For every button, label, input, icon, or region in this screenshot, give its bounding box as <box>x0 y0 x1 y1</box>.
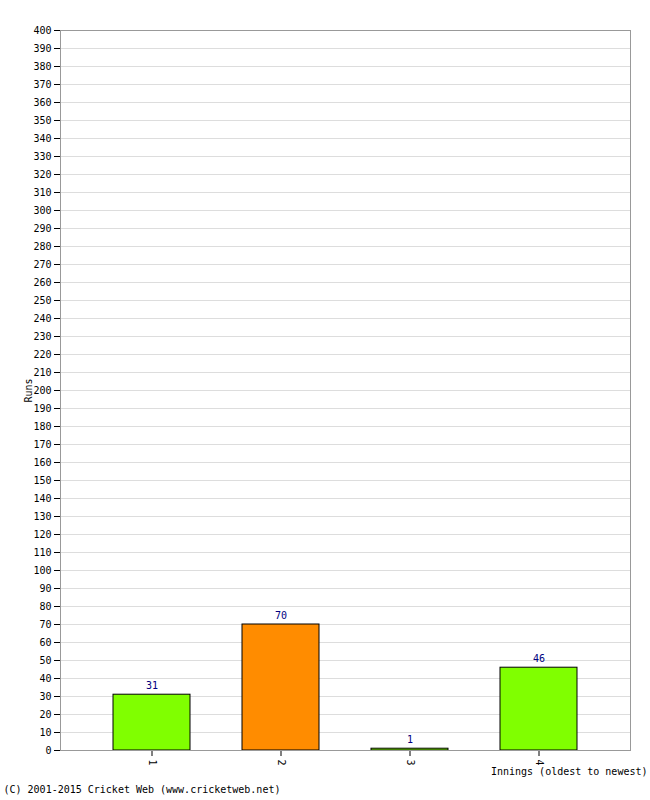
svg-text:31: 31 <box>146 680 158 691</box>
svg-text:20: 20 <box>39 709 51 720</box>
svg-text:1: 1 <box>407 734 413 745</box>
svg-text:3: 3 <box>405 760 416 766</box>
svg-text:390: 390 <box>33 43 51 54</box>
svg-text:290: 290 <box>33 223 51 234</box>
svg-text:Runs: Runs <box>23 378 34 402</box>
svg-text:350: 350 <box>33 115 51 126</box>
svg-text:100: 100 <box>33 565 51 576</box>
svg-text:1: 1 <box>147 760 158 766</box>
svg-text:260: 260 <box>33 277 51 288</box>
svg-text:4: 4 <box>533 759 545 766</box>
svg-text:60: 60 <box>39 637 51 648</box>
svg-text:140: 140 <box>33 493 51 504</box>
svg-text:70: 70 <box>39 619 51 630</box>
svg-text:46: 46 <box>533 653 545 664</box>
svg-text:150: 150 <box>33 475 51 486</box>
svg-text:240: 240 <box>33 313 51 324</box>
svg-text:340: 340 <box>33 133 51 144</box>
svg-text:400: 400 <box>33 25 51 36</box>
svg-text:330: 330 <box>33 151 51 162</box>
svg-text:360: 360 <box>33 97 51 108</box>
svg-text:0: 0 <box>45 745 51 756</box>
svg-text:300: 300 <box>33 205 51 216</box>
svg-text:130: 130 <box>33 511 51 522</box>
svg-text:370: 370 <box>33 79 51 90</box>
svg-text:200: 200 <box>33 385 51 396</box>
svg-text:380: 380 <box>33 61 51 72</box>
svg-text:80: 80 <box>39 601 51 612</box>
svg-text:320: 320 <box>33 169 51 180</box>
svg-text:160: 160 <box>33 457 51 468</box>
svg-text:10: 10 <box>39 727 51 738</box>
svg-text:230: 230 <box>33 331 51 342</box>
svg-text:Innings (oldest to newest): Innings (oldest to newest) <box>491 766 648 777</box>
svg-text:270: 270 <box>33 259 51 270</box>
svg-text:70: 70 <box>275 610 287 621</box>
svg-text:2: 2 <box>276 760 287 766</box>
svg-text:40: 40 <box>39 673 51 684</box>
svg-text:120: 120 <box>33 529 51 540</box>
svg-text:110: 110 <box>33 547 51 558</box>
svg-text:220: 220 <box>33 349 51 360</box>
svg-text:280: 280 <box>33 241 51 252</box>
svg-text:250: 250 <box>33 295 51 306</box>
svg-text:210: 210 <box>33 367 51 378</box>
svg-text:190: 190 <box>33 403 51 414</box>
svg-text:90: 90 <box>39 583 51 594</box>
svg-text:170: 170 <box>33 439 51 450</box>
svg-text:50: 50 <box>39 655 51 666</box>
svg-text:30: 30 <box>39 691 51 702</box>
svg-text:180: 180 <box>33 421 51 432</box>
svg-text:310: 310 <box>33 187 51 198</box>
svg-text:(C) 2001-2015 Cricket Web (www: (C) 2001-2015 Cricket Web (www.cricketwe… <box>4 784 281 795</box>
